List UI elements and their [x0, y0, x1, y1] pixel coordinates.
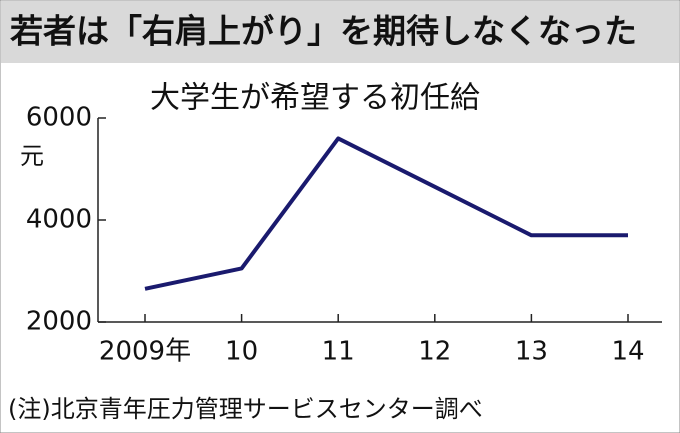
x-tick-label: 14: [611, 337, 644, 367]
y-tick-label: 6000: [26, 103, 92, 133]
line: [144, 136, 628, 291]
y-tick-label: 2000: [26, 307, 92, 337]
note: (注)北京青年圧力管理サービスセンター調べ: [8, 395, 483, 423]
x-tick-label: 2009年: [99, 337, 191, 367]
x-tick-label: 10: [225, 337, 258, 367]
x-tick-label: 12: [418, 337, 451, 367]
y-unit: 元: [20, 142, 44, 170]
title-band: [1, 1, 679, 63]
chart-title: 若者は「右肩上がり」を期待しなくなった: [10, 12, 637, 51]
chart-subtitle: 大学生が希望する初任給: [150, 81, 480, 116]
y-tick-label: 4000: [26, 205, 92, 235]
x-tick-label: 13: [515, 337, 548, 367]
x-tick-label: 11: [322, 337, 355, 367]
